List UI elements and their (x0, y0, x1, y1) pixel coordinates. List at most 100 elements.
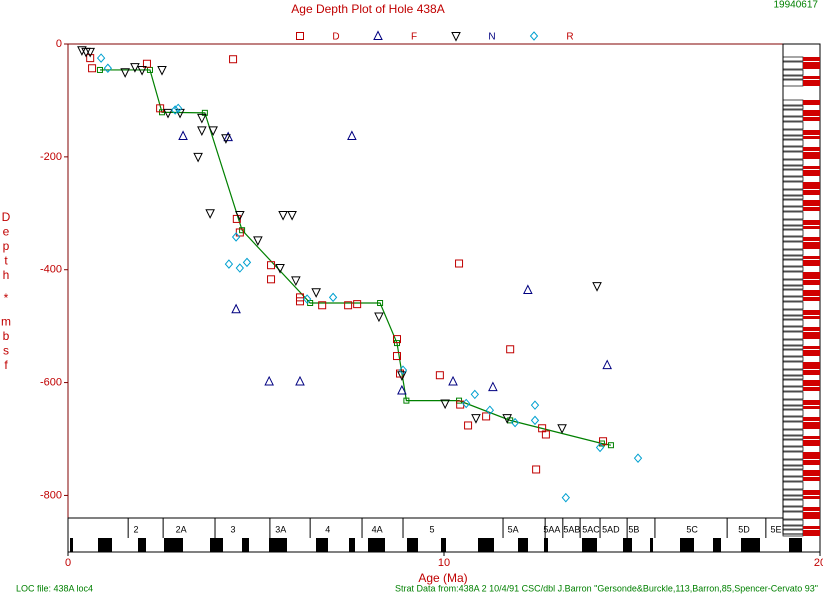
data-point (242, 257, 252, 268)
data-point (88, 64, 97, 73)
polarity-block (518, 538, 528, 552)
chron-label: 5B (628, 524, 639, 534)
column-core (803, 370, 820, 375)
data-point (502, 414, 512, 424)
data-point (229, 55, 238, 64)
data-point (488, 381, 498, 392)
data-point (393, 352, 401, 361)
chron-label: 5AA (543, 524, 560, 534)
data-point (633, 453, 643, 463)
data-point (291, 276, 301, 287)
data-point (287, 210, 297, 221)
column-cell (782, 391, 804, 400)
loc-point (607, 442, 614, 449)
y-tick-label: -400 (40, 264, 62, 276)
data-point (223, 131, 233, 142)
data-point (193, 152, 203, 163)
x-tick-label: 0 (65, 557, 71, 569)
column-core (803, 350, 820, 356)
depth-column (782, 43, 821, 537)
column-core (803, 417, 820, 421)
polarity-block (582, 538, 597, 552)
column-cell (782, 159, 804, 166)
column-core (803, 57, 820, 61)
column-core (803, 272, 820, 279)
data-point (311, 288, 321, 298)
data-point (156, 104, 165, 113)
column-core (803, 280, 820, 285)
column-core (803, 332, 820, 339)
data-point (595, 442, 605, 453)
column-core (803, 200, 820, 206)
column-core (803, 387, 820, 391)
column-core (803, 512, 820, 519)
footer-left: LOC file: 438A loc4 (16, 583, 93, 593)
column-core (803, 242, 820, 249)
polarity-block (349, 538, 355, 552)
data-point (221, 134, 231, 144)
data-point (592, 282, 602, 292)
data-point (208, 126, 218, 136)
data-point (130, 63, 140, 73)
column-core (803, 440, 820, 446)
polarity-block (316, 538, 328, 552)
data-point (103, 63, 113, 74)
data-point (482, 412, 491, 421)
column-core (803, 237, 820, 241)
column-core (803, 310, 820, 315)
legend-label: D (332, 32, 339, 43)
data-point (398, 365, 408, 375)
data-point (77, 46, 87, 56)
data-point (224, 259, 234, 269)
data-point (174, 103, 183, 114)
column-core (803, 436, 820, 439)
chron-label: 4 (325, 524, 330, 534)
column-cell (782, 266, 804, 272)
legend-symbol (296, 32, 304, 40)
polarity-block (680, 538, 694, 552)
loc-point (403, 397, 410, 404)
x-tick-label: 10 (438, 557, 450, 569)
column-cell (782, 139, 804, 147)
data-point (231, 303, 241, 314)
chron-label: 5AD (602, 524, 620, 534)
column-core (803, 76, 820, 79)
column-cell (782, 69, 804, 76)
column-core (803, 507, 820, 511)
y-tick-label: 0 (56, 38, 62, 50)
column-cell (782, 105, 804, 110)
data-point (178, 130, 188, 140)
column-core (803, 530, 820, 536)
x-axis-label: Age (Ma) (418, 571, 467, 585)
data-point (197, 126, 207, 136)
data-point (253, 236, 263, 246)
column-core (803, 220, 820, 225)
column-cell (782, 229, 804, 237)
loc-point (377, 300, 384, 307)
column-core (803, 207, 820, 211)
column-core (803, 100, 820, 105)
data-point (137, 65, 147, 76)
data-point (295, 297, 304, 306)
polarity-block (269, 538, 287, 552)
polarity-block (164, 538, 183, 552)
data-point (235, 263, 244, 273)
column-cell (782, 499, 804, 507)
column-cell (782, 409, 804, 417)
column-cell (782, 339, 804, 346)
data-point (435, 371, 444, 380)
data-point (530, 415, 540, 426)
chron-label: 4A (372, 524, 383, 534)
data-point (275, 264, 285, 274)
column-cell (782, 519, 804, 526)
legend-symbol (451, 32, 461, 42)
column-core (803, 380, 820, 386)
data-point (393, 335, 401, 344)
column-core (803, 260, 820, 266)
legend-label: F (411, 32, 417, 43)
data-point (374, 312, 384, 323)
data-point (205, 209, 215, 219)
